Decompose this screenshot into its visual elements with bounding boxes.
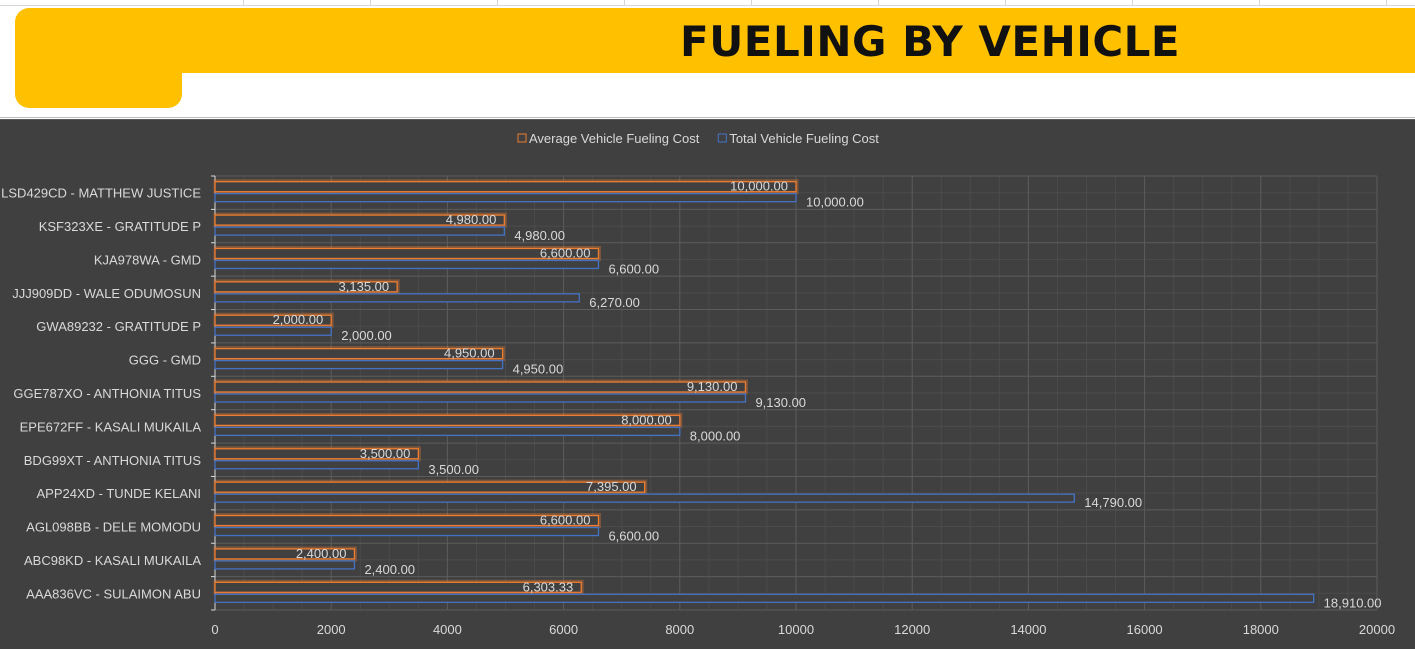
avg-data-label: 8,000.00 [621, 412, 672, 427]
avg-bar [214, 548, 356, 560]
avg-bar [214, 514, 600, 527]
x-tick-label: 8000 [665, 622, 694, 637]
x-tick-label: 20000 [1359, 622, 1395, 637]
sheet-gridline [370, 0, 371, 5]
avg-bar [214, 448, 420, 460]
category-label: JJJ909DD - WALE ODUMOSUN [12, 286, 201, 301]
avg-data-label: 6,600.00 [540, 245, 591, 260]
total-bar [214, 560, 356, 570]
x-tick-label: 0 [211, 622, 218, 637]
total-data-label: 18,910.00 [1324, 595, 1382, 610]
avg-data-label: 3,135.00 [339, 279, 390, 294]
spreadsheet-header-area: FUELING BY VEHICLE [0, 0, 1415, 118]
category-label: GGG - GMD [129, 353, 201, 368]
avg-bar [214, 347, 504, 360]
total-bar [214, 326, 332, 336]
total-data-label: 4,980.00 [514, 228, 565, 243]
total-data-label: 6,270.00 [589, 295, 640, 310]
total-bar [214, 259, 600, 270]
avg-data-label: 4,980.00 [446, 212, 497, 227]
avg-data-label: 2,400.00 [296, 546, 347, 561]
total-bar [214, 226, 505, 236]
legend-swatch [517, 133, 527, 143]
sheet-gridline [624, 0, 625, 5]
category-label: ABC98KD - KASALI MUKAILA [24, 553, 201, 568]
total-data-label: 9,130.00 [755, 395, 806, 410]
total-bar [214, 493, 1075, 503]
total-data-label: 14,790.00 [1084, 495, 1142, 510]
sheet-gridline [1005, 0, 1006, 5]
avg-data-label: 3,500.00 [360, 446, 411, 461]
total-bar [214, 293, 580, 303]
category-label: KJA978WA - GMD [94, 252, 201, 267]
total-data-label: 8,000.00 [690, 428, 741, 443]
page-title: FUELING BY VEHICLE [680, 17, 1181, 66]
category-label: AAA836VC - SULAIMON ABU [26, 586, 201, 601]
title-banner [15, 8, 1415, 73]
category-label: BDG99XT - ANTHONIA TITUS [24, 453, 202, 468]
sheet-gridline [878, 0, 879, 5]
bar-chart: 0 2000 4000 6000 8000 10000 12000 14000 16000 180… [1, 131, 1395, 637]
avg-bar [214, 581, 582, 593]
total-data-label: 6,600.00 [608, 529, 659, 544]
avg-data-label: 2,000.00 [273, 312, 324, 327]
total-bar [214, 359, 504, 370]
legend-swatch [717, 133, 727, 143]
x-tick-label: 12000 [894, 622, 930, 637]
sheet-gridline [497, 0, 498, 5]
avg-data-label: 4,950.00 [444, 346, 495, 361]
avg-bar [214, 247, 600, 260]
sheet-gridline [751, 0, 752, 5]
avg-bar [214, 481, 646, 493]
legend-label: Average Vehicle Fueling Cost [529, 131, 700, 146]
avg-bar [214, 314, 332, 326]
sheet-gridline [1259, 0, 1260, 5]
x-tick-label: 16000 [1127, 622, 1163, 637]
total-data-label: 2,400.00 [364, 562, 415, 577]
x-tick-label: 2000 [317, 622, 346, 637]
x-tick-label: 10000 [778, 622, 814, 637]
legend-label: Total Vehicle Fueling Cost [729, 131, 879, 146]
total-bar [214, 393, 747, 403]
category-label: APP24XD - TUNDE KELANI [37, 486, 201, 501]
category-label: KSF323XE - GRATITUDE P [39, 219, 201, 234]
category-label: AGL098BB - DELE MOMODU [26, 520, 201, 535]
total-data-label: 3,500.00 [428, 462, 479, 477]
title-banner-tab [15, 60, 182, 108]
avg-bar [214, 381, 747, 393]
sheet-gridline [243, 0, 244, 5]
avg-data-label: 10,000.00 [730, 179, 788, 194]
avg-data-label: 7,395.00 [586, 479, 637, 494]
sheet-gridline [1132, 0, 1133, 5]
chart-area[interactable]: 0 2000 4000 6000 8000 10000 12000 14000 16000 180… [0, 119, 1415, 649]
avg-data-label: 6,600.00 [540, 513, 591, 528]
total-bar [214, 426, 681, 437]
total-data-label: 6,600.00 [608, 261, 659, 276]
avg-bar [214, 181, 797, 193]
avg-bar [214, 214, 505, 226]
sheet-gridline [0, 5, 1415, 6]
sheet-gridline [1386, 0, 1387, 5]
sheet-separator [0, 117, 1415, 118]
x-tick-label: 4000 [433, 622, 462, 637]
total-bar [214, 593, 1315, 603]
category-label: GGE787XO - ANTHONIA TITUS [13, 386, 201, 401]
avg-bar [214, 414, 681, 427]
x-tick-label: 14000 [1010, 622, 1046, 637]
avg-data-label: 6,303.33 [523, 579, 574, 594]
x-tick-label: 18000 [1243, 622, 1279, 637]
total-bar [214, 526, 600, 537]
avg-data-label: 9,130.00 [687, 379, 738, 394]
category-label: LSD429CD - MATTHEW JUSTICE [1, 186, 201, 201]
total-data-label: 4,950.00 [513, 362, 564, 377]
total-data-label: 2,000.00 [341, 328, 392, 343]
avg-bar [214, 281, 398, 293]
category-label: EPE672FF - KASALI MUKAILA [20, 419, 202, 434]
total-bar [214, 460, 420, 470]
total-data-label: 10,000.00 [806, 195, 864, 210]
category-label: GWA89232 - GRATITUDE P [36, 319, 201, 334]
x-tick-label: 6000 [549, 622, 578, 637]
total-bar [214, 193, 797, 203]
